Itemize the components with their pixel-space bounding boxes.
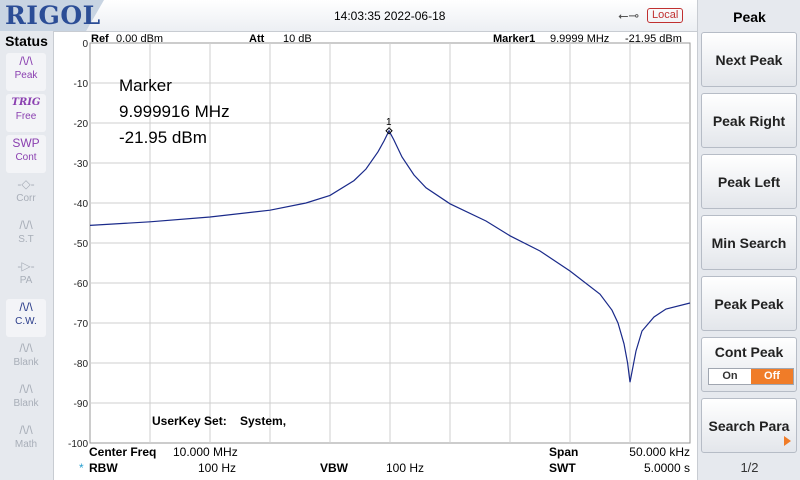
marker-readout-level: -21.95 dBm xyxy=(119,128,207,147)
status-item-peak: /\/\ Peak xyxy=(6,53,46,91)
logo-text: RIGOL xyxy=(5,1,101,30)
y-tick-label: -30 xyxy=(74,159,89,170)
softkey-panel: Peak Next Peak Peak Right Peak Left Min … xyxy=(697,0,800,480)
status-item-blank: /\/\ Blank xyxy=(6,381,46,419)
top-bar: RIGOL 14:03:35 2022-06-18 ⭠⊸ Local xyxy=(0,0,697,32)
ref-value: 0.00 dBm xyxy=(116,33,163,45)
marker-1-number: 1 xyxy=(386,117,392,128)
peak-peak-button[interactable]: Peak Peak xyxy=(701,276,797,331)
status-item-cw: /\/\ C.W. xyxy=(6,299,46,337)
min-search-button[interactable]: Min Search xyxy=(701,215,797,270)
marker-1-diamond xyxy=(385,127,393,135)
att-label: Att xyxy=(249,33,265,45)
y-tick-label: -10 xyxy=(74,79,89,90)
marker-readout-freq: 9.999916 MHz xyxy=(119,102,230,121)
status-item-pa: -▷- PA xyxy=(6,258,46,296)
swt-value: 5.0000 s xyxy=(644,461,690,475)
status-item-label: Cont xyxy=(15,152,37,163)
rbw-value: 100 Hz xyxy=(198,461,236,475)
rbw-manual-indicator: * xyxy=(79,461,84,475)
status-item-label: Math xyxy=(14,439,38,450)
toggle-off[interactable]: Off xyxy=(751,369,793,384)
y-tick-label: 0 xyxy=(82,39,88,50)
swt-label: SWT xyxy=(549,461,576,475)
clear-write-icon: /\/\ xyxy=(19,300,33,314)
span-label: Span xyxy=(549,445,578,459)
status-title: Status xyxy=(5,33,48,49)
min-search-label: Min Search xyxy=(711,234,787,251)
y-tick-label: -20 xyxy=(74,119,89,130)
peak-right-button[interactable]: Peak Right xyxy=(701,93,797,148)
cont-peak-label: Cont Peak xyxy=(714,344,784,360)
rbw-label: RBW xyxy=(89,461,118,475)
marker1-label: Marker1 xyxy=(493,33,535,45)
status-item-free: TRIG Free xyxy=(6,94,46,132)
att-value: 10 dB xyxy=(283,33,312,45)
status-item-cont: SWP Cont xyxy=(6,135,46,173)
y-tick-label: -90 xyxy=(74,399,89,410)
peak-peak-label: Peak Peak xyxy=(714,295,784,312)
blank-trace-icon: /\/\ xyxy=(19,341,33,355)
peak-right-label: Peak Right xyxy=(712,112,786,129)
y-tick-label: -50 xyxy=(74,239,89,250)
marker-readout-title: Marker xyxy=(119,76,172,95)
status-item-label: Corr xyxy=(16,193,36,204)
userkey-label: UserKey Set: xyxy=(152,414,227,428)
swp-icon: SWP xyxy=(12,136,40,150)
date-time: 14:03:35 2022-06-18 xyxy=(334,9,446,23)
status-item-label: Blank xyxy=(13,398,39,409)
menu-page-indicator: 1/2 xyxy=(740,460,759,475)
trace-1-line xyxy=(89,129,691,383)
status-item-label: Peak xyxy=(14,70,38,81)
submenu-arrow-icon xyxy=(784,436,791,446)
math-icon: /\/\ xyxy=(19,423,33,437)
center-freq-label: Center Freq xyxy=(89,445,156,459)
corr-icon: -◇- xyxy=(17,177,35,191)
logo: RIGOL xyxy=(0,0,112,31)
blank-trace-icon: /\/\ xyxy=(19,382,33,396)
spectrum-display[interactable]: 0 -10 -20 -30 -40 -50 -60 -70 -80 -90 -100 Ref 0.00 … xyxy=(53,31,697,480)
status-item-st: /\/\ S.T xyxy=(6,217,46,255)
search-para-button[interactable]: Search Para xyxy=(701,398,797,453)
toggle-on[interactable]: On xyxy=(709,369,751,384)
y-tick-label: -40 xyxy=(74,199,89,210)
peak-left-label: Peak Left xyxy=(717,173,781,190)
next-peak-label: Next Peak xyxy=(715,51,783,68)
vbw-value: 100 Hz xyxy=(386,461,424,475)
ref-label: Ref xyxy=(91,33,109,45)
y-tick-label: -100 xyxy=(68,439,88,450)
status-item-label: C.W. xyxy=(15,316,37,327)
peak-left-button[interactable]: Peak Left xyxy=(701,154,797,209)
search-para-label: Search Para xyxy=(708,417,790,434)
userkey-value: System, xyxy=(240,414,286,428)
span-value: 50.000 kHz xyxy=(629,445,690,459)
y-tick-label: -70 xyxy=(74,319,89,330)
status-item-label: Free xyxy=(15,111,37,122)
preamp-icon: -▷- xyxy=(17,259,35,273)
status-item-label: S.T xyxy=(18,234,34,245)
y-tick-label: -80 xyxy=(74,359,89,370)
cont-peak-button[interactable]: Cont Peak On Off xyxy=(701,337,797,392)
status-item-corr: -◇- Corr xyxy=(6,176,46,214)
trig-icon: TRIG xyxy=(11,97,41,108)
status-item-label: PA xyxy=(19,275,33,286)
source-tracking-icon: /\/\ xyxy=(19,218,33,232)
status-item-label: Blank xyxy=(13,357,39,368)
marker1-freq: 9.9999 MHz xyxy=(550,33,609,45)
cont-peak-toggle[interactable]: On Off xyxy=(708,368,794,385)
status-item-blank: /\/\ Blank xyxy=(6,340,46,378)
usb-icon: ⭠⊸ xyxy=(618,8,640,23)
peak-icon: /\/\ xyxy=(19,54,33,68)
menu-title: Peak xyxy=(733,9,766,25)
status-panel: Status /\/\ Peak TRIG Free SWP Cont -◇- Corr /\/… xyxy=(0,31,54,480)
local-status-badge: Local xyxy=(647,8,684,23)
vbw-label: VBW xyxy=(320,461,349,475)
next-peak-button[interactable]: Next Peak xyxy=(701,32,797,87)
status-item-math: /\/\ Math xyxy=(6,422,46,460)
marker1-level: -21.95 dBm xyxy=(625,33,682,45)
center-freq-value: 10.000 MHz xyxy=(173,445,238,459)
y-tick-label: -60 xyxy=(74,279,89,290)
